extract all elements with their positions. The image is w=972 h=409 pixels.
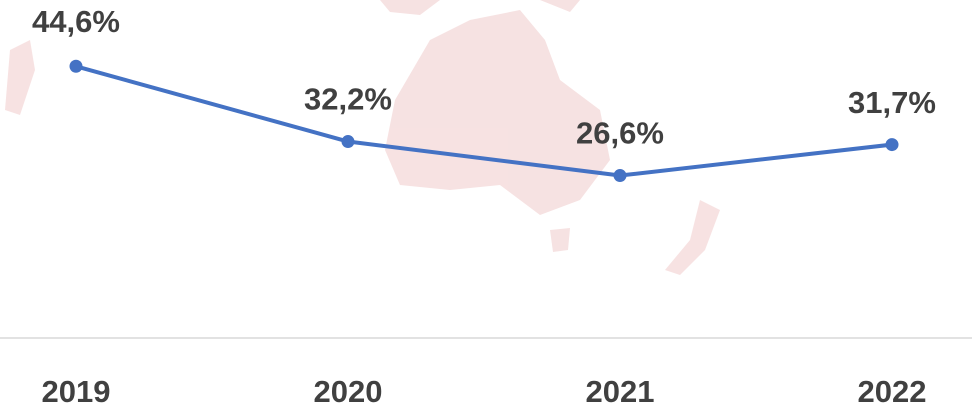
map-shape: [550, 228, 570, 252]
map-shape: [5, 40, 35, 115]
data-label: 44,6%: [32, 4, 120, 39]
data-label: 26,6%: [576, 116, 664, 151]
point: [885, 138, 899, 152]
map-shape: [665, 200, 720, 275]
map-shape: [380, 0, 440, 15]
data-label: 31,7%: [848, 85, 936, 120]
map-shape: [385, 10, 610, 215]
x-tick-label: 2022: [858, 374, 927, 409]
point: [341, 135, 355, 149]
background-map: [5, 0, 720, 275]
data-label: 32,2%: [304, 82, 392, 117]
map-shape: [540, 0, 580, 12]
x-tick-label: 2019: [42, 374, 111, 409]
point: [613, 169, 627, 183]
x-tick-label: 2021: [586, 374, 655, 409]
point: [69, 59, 83, 73]
line: [75, 64, 893, 178]
x-tick-label: 2020: [314, 374, 383, 409]
